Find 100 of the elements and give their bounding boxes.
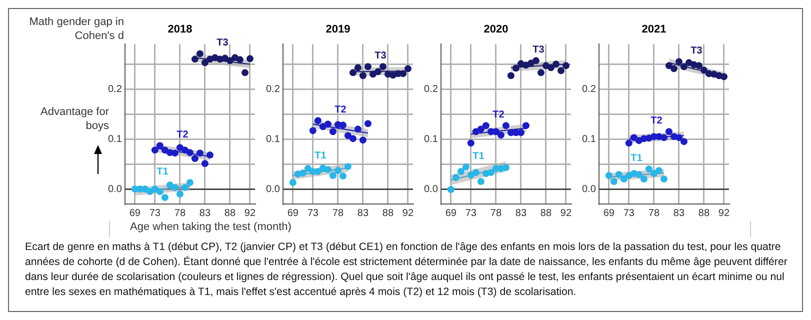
point: [537, 69, 544, 76]
point: [655, 167, 662, 174]
x-tick-label: 88: [540, 208, 552, 219]
point: [324, 120, 332, 128]
y-tick-label: 0.1: [424, 134, 438, 145]
series-label: T3: [690, 45, 703, 56]
point: [166, 182, 174, 189]
point: [156, 188, 164, 196]
y-tick-label: 0.0: [424, 184, 438, 195]
point: [324, 166, 332, 174]
chart-title: 2018: [168, 24, 192, 36]
x-tick-label: 69: [287, 208, 299, 219]
point: [615, 171, 622, 178]
point: [299, 170, 306, 177]
point: [605, 172, 612, 180]
point: [236, 56, 244, 64]
x-tick-label: 92: [560, 208, 572, 219]
y-tick-label: 0.2: [266, 84, 280, 95]
point: [700, 66, 708, 74]
point: [472, 169, 480, 176]
point: [562, 62, 570, 70]
point: [196, 150, 204, 157]
series-label: T1: [156, 166, 169, 178]
point: [457, 168, 464, 176]
point: [191, 155, 198, 162]
x-tick-label: 83: [357, 208, 369, 219]
point: [467, 140, 474, 147]
point: [309, 127, 316, 134]
series-label: T1: [314, 150, 327, 162]
point: [181, 184, 188, 192]
point: [472, 128, 480, 136]
point: [512, 64, 520, 72]
point: [354, 126, 362, 133]
point: [557, 67, 564, 74]
point: [161, 146, 168, 154]
point: [650, 170, 658, 178]
point: [720, 73, 728, 80]
series-label: T1: [630, 152, 643, 164]
point: [349, 135, 356, 142]
point: [447, 186, 454, 194]
point: [359, 136, 366, 144]
y-tick-label: 0.1: [108, 134, 122, 145]
point: [151, 146, 158, 154]
point: [349, 69, 356, 76]
point: [492, 128, 500, 136]
chart-title: 2020: [484, 24, 508, 36]
point: [675, 58, 682, 66]
point: [477, 126, 484, 133]
series-label: T2: [650, 115, 663, 126]
point: [620, 176, 628, 183]
point: [660, 176, 668, 183]
x-tick-label: 78: [332, 208, 344, 219]
point: [304, 165, 312, 172]
point: [161, 194, 168, 202]
point: [404, 65, 412, 72]
series-label: T3: [532, 44, 545, 56]
x-tick-label: 69: [445, 208, 457, 219]
x-tick-label: 92: [244, 208, 256, 219]
x-tick-label: 73: [465, 208, 477, 219]
point: [462, 164, 470, 171]
y-tick-label: 0.2: [108, 84, 122, 95]
point: [665, 62, 672, 70]
point: [675, 134, 682, 142]
point: [334, 167, 342, 174]
point: [487, 169, 494, 176]
point: [552, 60, 560, 68]
x-tick-label: 88: [224, 208, 236, 219]
point: [171, 150, 178, 157]
x-tick-label: 88: [698, 208, 710, 219]
x-tick-label: 83: [515, 208, 527, 219]
series-label: T3: [374, 50, 387, 62]
point: [191, 56, 198, 63]
point: [329, 128, 336, 136]
text: Advantage for boys: [40, 105, 109, 133]
point: [156, 142, 164, 150]
point: [477, 178, 484, 186]
x-tick-label: 92: [402, 208, 414, 219]
point: [467, 172, 474, 179]
point: [246, 55, 254, 62]
point: [339, 172, 346, 180]
x-axis-title: Age when taking the test (month): [109, 221, 751, 237]
point: [241, 69, 248, 76]
y-tick-label: 0.0: [266, 184, 280, 195]
point: [502, 122, 510, 130]
x-tick-label: 73: [623, 208, 635, 219]
point: [695, 62, 702, 70]
series-label: T2: [176, 129, 189, 140]
point: [630, 134, 638, 142]
point: [497, 132, 504, 139]
point: [319, 123, 326, 130]
point: [369, 70, 376, 78]
point: [289, 179, 296, 186]
point: [226, 57, 234, 64]
point: [146, 188, 154, 196]
y-tick-label: 0.0: [582, 184, 596, 195]
x-tick-label: 69: [603, 208, 615, 219]
x-tick-label: 78: [648, 208, 660, 219]
point: [201, 59, 208, 66]
point: [329, 172, 336, 180]
x-tick-label: 69: [129, 208, 141, 219]
